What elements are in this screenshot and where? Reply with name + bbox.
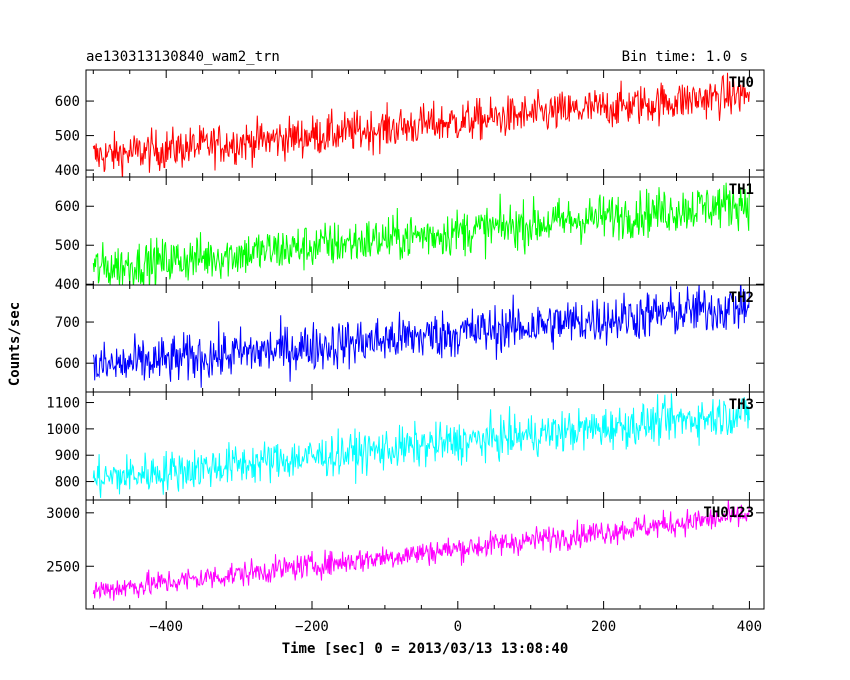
panel-th3: 800 900 1000 1100 TH3 [46,391,765,501]
y-tick-label: 600 [55,199,80,215]
panel-label-th0: TH0 [729,75,754,91]
x-tick-label: 200 [591,619,616,635]
x-tick-label: −400 [149,619,183,635]
series-line-th0 [92,72,750,177]
series-line-th0123 [92,500,750,601]
panel-th1: 400 500 600 TH1 [55,176,765,293]
y-tick-label: 2500 [46,559,80,575]
y-tick-label: 900 [55,448,80,464]
series-line-th2 [92,285,750,388]
x-axis: −400 −200 0 200 400 [149,619,762,635]
series-line-th3 [92,393,750,498]
panel-th0123: 2500 3000 TH0123 [46,499,765,610]
y-tick-label: 1000 [46,422,80,438]
y-tick-label: 700 [55,315,80,331]
x-tick-label: 0 [454,619,462,635]
y-tick-label: 800 [55,475,80,491]
plot-header-bin-time: Bin time: 1.0 s [622,49,748,65]
panel-label-th1: TH1 [729,182,754,198]
series-line-th1 [92,182,750,285]
y-tick-label: 400 [55,163,80,179]
panel-label-th0123: TH0123 [703,505,754,521]
y-tick-label: 3000 [46,506,80,522]
x-tick-label: −200 [295,619,329,635]
x-tick-label: 400 [737,619,762,635]
panel-frame [85,499,765,610]
panel-th2: 600 700 TH2 [55,284,765,393]
x-axis-title: Time [sec] 0 = 2013/03/13 13:08:40 [282,641,569,657]
panel-label-th3: TH3 [729,397,754,413]
panel-label-th2: TH2 [729,290,754,306]
plot-header-title: ae130313130840_wam2_trn [86,49,280,65]
y-tick-label: 600 [55,94,80,110]
y-tick-label: 600 [55,356,80,372]
y-tick-label: 500 [55,238,80,254]
y-tick-label: 500 [55,129,80,145]
y-tick-label: 1100 [46,396,80,412]
chart-panels: 400 500 600 TH0 400 500 600 TH1 600 700 TH2 800 900 1… [46,69,765,610]
panel-th0: 400 500 600 TH0 [55,69,765,179]
y-tick-label: 400 [55,277,80,293]
y-axis-title: Counts/sec [7,302,23,386]
